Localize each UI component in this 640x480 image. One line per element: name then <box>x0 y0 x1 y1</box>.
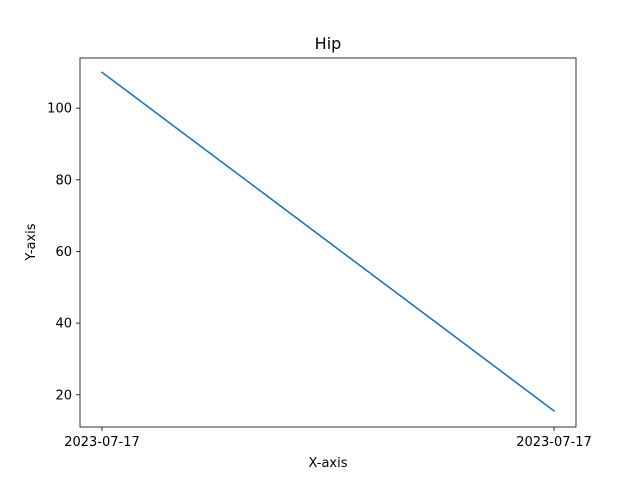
series-line-0 <box>100 71 556 412</box>
chart-title: Hip <box>315 34 342 53</box>
y-tick-label: 40 <box>55 317 72 332</box>
x-axis-label: X-axis <box>309 456 348 471</box>
x-tick-label: 2023-07-17 <box>516 435 592 450</box>
y-tick-label: 80 <box>55 173 72 188</box>
plot-area: 20 40 60 80 100 2023-07-17 2023-07-17 <box>47 57 592 450</box>
y-tick-label: 100 <box>47 102 72 117</box>
y-tick-label: 20 <box>55 388 72 403</box>
x-tick-label: 2023-07-17 <box>64 435 140 450</box>
y-axis-label: Y-axis <box>24 223 39 261</box>
y-tick-label: 60 <box>55 245 72 260</box>
axes-frame <box>79 57 577 428</box>
